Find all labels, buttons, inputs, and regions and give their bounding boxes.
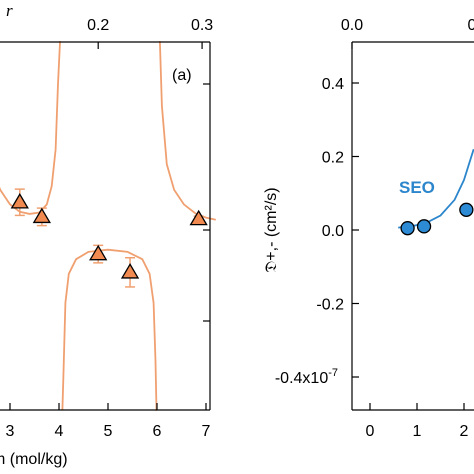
right-series-label: SEO xyxy=(399,178,435,197)
right-y-tick-label: -0.2 xyxy=(316,297,344,314)
right-y-tick-label: 0.0 xyxy=(322,223,344,240)
left-right-tick-marks xyxy=(203,83,210,322)
left-data-marker xyxy=(32,207,51,224)
right-curve-group xyxy=(398,149,474,229)
right-data-marker xyxy=(459,202,474,217)
right-y-axis-label: 𝔇+,- (cm²/s) xyxy=(263,187,280,272)
right-fit-curve xyxy=(398,149,474,229)
left-panel: 3 4 5 6 7 0.2 0.3 r (a) m (mol/kg) xyxy=(0,1,216,468)
right-y-exponent: -7 xyxy=(328,367,338,379)
left-curve-segment xyxy=(0,41,61,215)
left-top-ticks: 0.2 0.3 xyxy=(87,17,213,49)
left-top-tick-label: 0.2 xyxy=(87,17,109,34)
right-y-tick-label: -0.4x10-7 xyxy=(275,367,338,387)
left-x-tick-label: 3 xyxy=(6,423,15,440)
left-x-ticks: 3 4 5 6 7 xyxy=(6,403,211,440)
left-data-marker xyxy=(189,209,208,226)
left-marker-group xyxy=(10,188,208,288)
right-data-marker xyxy=(416,219,432,234)
right-top-tick-label: 0.0 xyxy=(341,17,363,34)
right-panel: 0.4 0.2 0.0 -0.2 -0.4x10-7 0 1 2 0.0 0 SEO 𝔇+,… xyxy=(263,17,474,440)
right-top-tick-label: 0 xyxy=(468,17,474,34)
left-curve-group xyxy=(0,41,216,411)
right-top-ticks: 0.0 0 xyxy=(341,17,474,49)
right-y-tick-label: 0.4 xyxy=(322,76,344,93)
right-x-tick-label: 2 xyxy=(460,423,469,440)
right-x-tick-label: 1 xyxy=(413,423,422,440)
right-y-tick-label: 0.2 xyxy=(322,150,344,167)
right-x-tick-label: 0 xyxy=(366,423,375,440)
left-x-tick-label: 4 xyxy=(55,423,64,440)
right-x-ticks: 0 1 2 xyxy=(366,403,469,440)
left-x-tick-label: 6 xyxy=(153,423,162,440)
left-data-marker xyxy=(10,192,29,209)
right-y-ticks: 0.4 0.2 0.0 -0.2 -0.4x10-7 xyxy=(275,76,359,387)
left-top-tick-label: 0.3 xyxy=(191,17,213,34)
left-curve-segment xyxy=(61,248,158,411)
left-x-tick-label: 5 xyxy=(104,423,113,440)
left-data-marker xyxy=(89,244,108,261)
left-data-marker xyxy=(120,263,140,279)
left-x-tick-label: 7 xyxy=(202,423,211,440)
right-data-marker xyxy=(400,221,415,236)
left-panel-label: (a) xyxy=(172,67,192,84)
left-x-axis-label: m (mol/kg) xyxy=(0,451,68,468)
left-top-axis-label: r xyxy=(6,1,13,20)
right-marker-group xyxy=(400,202,474,236)
